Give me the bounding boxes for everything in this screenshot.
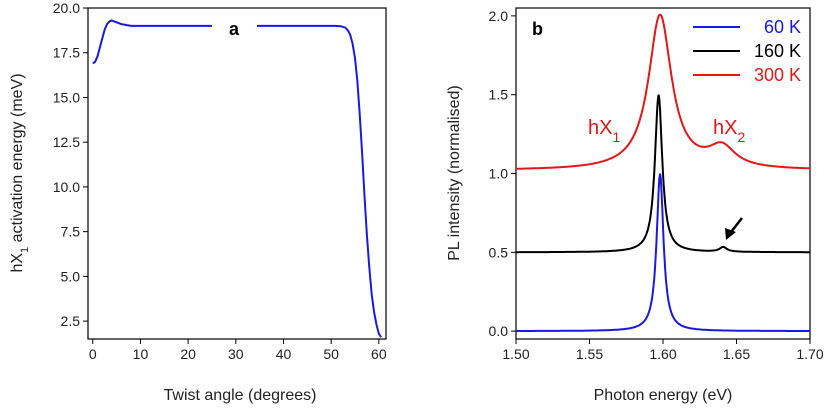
panel-a-x-tick-label: 40 [276, 346, 292, 362]
annotation-hx2: hX2 [713, 117, 745, 145]
panel-b-y-tick-label: 0.5 [489, 244, 509, 260]
panel-a-ticks: 0 10 20 30 40 50 60 2.5 5.0 7.5 10.0 12.5 15.0 17.5 20… [53, 0, 387, 362]
panel-a-ylabel-rest: activation energy (meV) [9, 73, 26, 246]
panel-a-y-tick-label: 20.0 [53, 0, 80, 16]
panel-a-x-tick-label: 20 [180, 346, 196, 362]
panel-a-x-axis-title: Twist angle (degrees) [164, 387, 317, 404]
legend-label-300k: 300 K [754, 65, 801, 85]
panel-a-ylabel-main: hX [9, 253, 26, 273]
panel-b-y-axis-title: PL intensity (normalised) [446, 85, 463, 260]
panel-a-y-axis-title: hX1 activation energy (meV) [9, 73, 31, 272]
legend-label-160k: 160 K [754, 41, 801, 61]
panel-b-y-tick-label: 2.0 [489, 8, 509, 24]
panel-b-y-tick-label: 0.0 [489, 323, 509, 339]
panel-a-frame [87, 7, 387, 340]
panel-b-x-tick-label: 1.65 [723, 346, 750, 362]
annotation-hx2-sub: 2 [737, 129, 745, 145]
panel-a-y-tick-label: 10.0 [53, 179, 80, 195]
panel-a-y-tick-label: 5.0 [61, 268, 81, 284]
panel-a-label: a [229, 19, 240, 39]
arrow-marker-icon [725, 217, 744, 240]
panel-b-series-60k [516, 173, 810, 332]
panel-b-y-tick-label: 1.0 [489, 166, 509, 182]
annotation-hx1-main: hX [588, 117, 612, 139]
panel-a-x-tick-label: 10 [133, 346, 149, 362]
panel-a-y-tick-label: 2.5 [61, 313, 81, 329]
panel-b-x-tick-label: 1.60 [649, 346, 676, 362]
panel-a-label-bg [212, 15, 257, 41]
panel-a-y-tick-label: 7.5 [61, 224, 81, 240]
panel-b-x-tick-label: 1.70 [796, 346, 823, 362]
panel-b-ticks: 1.50 1.55 1.60 1.65 1.70 0.0 0.5 1.0 1.5 2.0 [489, 8, 824, 362]
panel-b-series-160k [516, 94, 810, 254]
panel-a-x-tick-label: 30 [228, 346, 244, 362]
panel-a-ylabel-sub: 1 [19, 247, 31, 253]
panel-b-x-tick-label: 1.50 [502, 346, 529, 362]
panel-a-x-tick-label: 60 [371, 346, 387, 362]
panel-a-x-tick-label: 50 [323, 346, 339, 362]
panel-b-series-lines [516, 13, 811, 332]
panel-a-series-line [92, 19, 383, 338]
panel-a-chart: 0 10 20 30 40 50 60 2.5 5.0 7.5 10.0 12.5 15.0 17.5 20… [9, 0, 387, 404]
panel-a-y-tick-label: 15.0 [53, 89, 80, 105]
panel-b-x-axis-title: Photon energy (eV) [594, 387, 733, 404]
annotation-hx2-main: hX [713, 117, 737, 139]
panel-a-x-tick-label: 0 [89, 346, 97, 362]
panel-b-series-300k [516, 13, 811, 170]
panel-b-y-tick-label: 1.5 [489, 87, 509, 103]
panel-b-chart: 1.50 1.55 1.60 1.65 1.70 0.0 0.5 1.0 1.5 2.0 b 60… [446, 7, 824, 404]
panel-b-x-tick-label: 1.55 [576, 346, 603, 362]
panel-a-y-tick-label: 12.5 [53, 134, 80, 150]
legend-label-60k: 60 K [764, 17, 801, 37]
panel-b-legend: 60 K 160 K 300 K [693, 17, 801, 85]
annotation-hx1: hX1 [588, 117, 620, 145]
panel-a-y-tick-label: 17.5 [53, 45, 80, 61]
panel-b-label: b [532, 19, 543, 39]
annotation-hx1-sub: 1 [612, 129, 620, 145]
